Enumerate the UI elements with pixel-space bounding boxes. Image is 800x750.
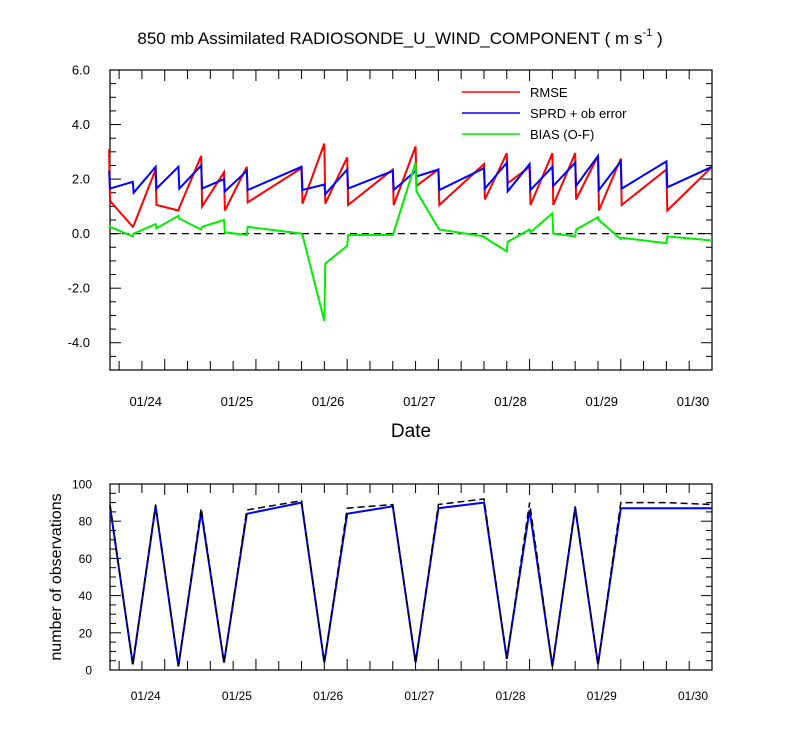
- y-tick-label: 4.0: [72, 117, 90, 132]
- series-line-possible: [109, 498, 713, 667]
- y-tick-label: 6.0: [72, 63, 90, 78]
- y-tick-label: 0.0: [72, 226, 90, 241]
- x-axis-label: Date: [391, 421, 431, 442]
- series-line-assimilated: [109, 501, 712, 667]
- top-panel: -4.0 -2.0 0.0 2.0 4.0 6.0 01/24 01/25 01/26 01/27…: [68, 63, 713, 442]
- top-axes: -4.0 -2.0 0.0 2.0 4.0 6.0 01/24 01/25 01/26 01/27…: [68, 63, 713, 409]
- y-tick-label: 0: [85, 664, 92, 678]
- series-line-sprd-ob-error: [108, 152, 713, 197]
- y-tick-label: -4.0: [68, 335, 90, 350]
- x-tick-label: 01/27: [403, 394, 436, 409]
- y-tick-label: 2.0: [72, 172, 90, 187]
- y-tick-label: 60: [79, 552, 93, 566]
- x-tick-label: 01/29: [587, 689, 617, 703]
- y-tick-label: 20: [79, 626, 93, 640]
- x-tick-label: 01/27: [404, 689, 434, 703]
- legend: RMSE SPRD + ob error BIAS (O-F): [462, 85, 627, 142]
- x-tick-label: 01/25: [221, 394, 254, 409]
- x-tick-label: 01/24: [129, 394, 162, 409]
- x-tick-label: 01/28: [494, 394, 527, 409]
- bottom-series-group: [109, 498, 713, 667]
- series-line-bias-o-f: [108, 162, 713, 322]
- y-axis-label-bottom: number of observations: [48, 493, 65, 660]
- chart-title: 850 mb Assimilated RADIOSONDE_U_WIND_COM…: [137, 27, 662, 48]
- top-series-group: [108, 143, 713, 322]
- x-tick-label: 01/26: [313, 689, 343, 703]
- y-tick-label: 100: [72, 478, 92, 492]
- x-tick-label: 01/26: [312, 394, 345, 409]
- x-tick-label: 01/30: [678, 689, 708, 703]
- x-tick-label: 01/28: [496, 689, 526, 703]
- bottom-axes: 0 20 40 60 80 100 01/24 01/25 01/26 01/27 01/28 01/…: [72, 478, 713, 703]
- bottom-panel: 0 20 40 60 80 100 01/24 01/25 01/26 01/27 01/28 01/…: [48, 478, 713, 703]
- y-tick-label: 40: [79, 589, 93, 603]
- y-tick-label: 80: [79, 515, 93, 529]
- x-tick-label: 01/29: [586, 394, 619, 409]
- x-tick-label: 01/30: [677, 394, 710, 409]
- legend-label: BIAS (O-F): [530, 127, 594, 142]
- legend-label: RMSE: [530, 85, 568, 100]
- legend-label: SPRD + ob error: [530, 106, 627, 121]
- y-tick-label: -2.0: [68, 281, 90, 296]
- series-line-rmse: [108, 143, 713, 229]
- x-tick-label: 01/24: [131, 689, 161, 703]
- x-tick-label: 01/25: [222, 689, 252, 703]
